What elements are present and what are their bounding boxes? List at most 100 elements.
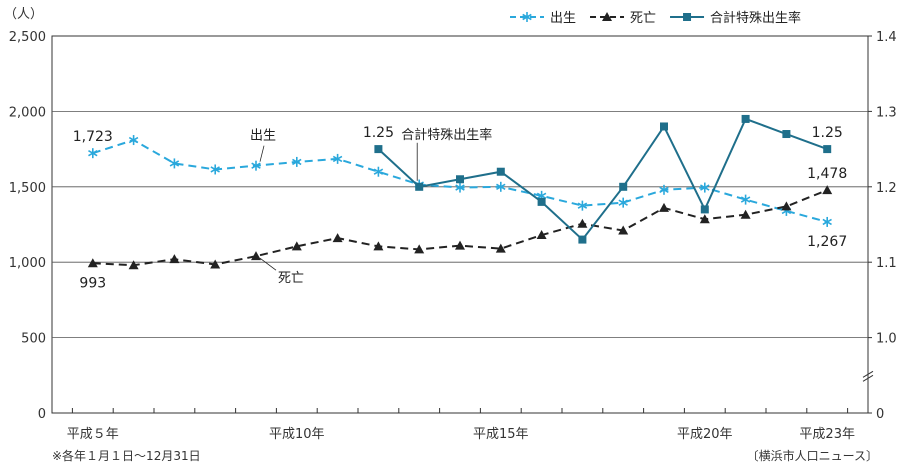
axis-break-mark bbox=[862, 374, 874, 382]
marker-triangle bbox=[536, 230, 547, 240]
x-axis: 平成５年 平成10年 平成15年 平成20年 平成23年 bbox=[67, 408, 855, 442]
legend-item: 出生 bbox=[510, 11, 576, 26]
x-tick-label: 平成10年 bbox=[269, 427, 325, 442]
marker-triangle bbox=[455, 240, 465, 250]
annotation-label: 出生 bbox=[250, 129, 276, 144]
marker-asterisk bbox=[618, 197, 628, 208]
x-tick-label: 平成15年 bbox=[473, 427, 529, 442]
marker-triangle bbox=[740, 209, 751, 219]
marker-square bbox=[660, 122, 668, 131]
marker-square bbox=[374, 145, 383, 154]
marker-square bbox=[782, 130, 791, 139]
y-right-tick-label: 1.0 bbox=[876, 332, 897, 347]
annotation-leader bbox=[259, 257, 277, 271]
legend-label: 合計特殊出生率 bbox=[710, 10, 801, 26]
y-right-tick-label: 0 bbox=[876, 407, 884, 422]
legend-label: 死亡 bbox=[630, 11, 656, 26]
y-right-tick-label: 1.2 bbox=[876, 181, 897, 196]
series-triangle bbox=[87, 185, 833, 270]
x-tick-label: 平成23年 bbox=[799, 427, 855, 442]
marker-square bbox=[578, 235, 587, 244]
marker-asterisk bbox=[700, 182, 710, 193]
y-axis-right: 0 1.0 1.1 1.2 1.3 1.4 bbox=[862, 30, 897, 422]
marker-stroke bbox=[169, 160, 180, 167]
marker-asterisk bbox=[332, 153, 343, 164]
marker-triangle bbox=[602, 12, 613, 21]
marker-stroke bbox=[332, 155, 343, 163]
marker-stroke bbox=[373, 168, 384, 175]
marker-triangle bbox=[169, 254, 180, 264]
marker-triangle bbox=[210, 259, 221, 269]
x-tick-label: 平成20年 bbox=[677, 427, 733, 442]
marker-square bbox=[741, 114, 750, 123]
marker-stroke bbox=[822, 218, 832, 226]
marker-asterisk bbox=[577, 200, 588, 211]
marker-asterisk bbox=[373, 166, 384, 177]
marker-square bbox=[496, 167, 505, 176]
marker-triangle bbox=[781, 201, 792, 211]
y-left-tick-label: 0 bbox=[38, 407, 46, 422]
marker-triangle bbox=[373, 241, 384, 251]
series-asterisk bbox=[88, 135, 832, 227]
data-label: 1,267 bbox=[807, 234, 847, 250]
marker-asterisk bbox=[496, 181, 506, 192]
y-left-tick-label: 2,500 bbox=[9, 30, 46, 45]
marker-asterisk bbox=[659, 184, 669, 195]
annotation-leader bbox=[259, 145, 265, 162]
marker-stroke bbox=[128, 136, 139, 144]
marker-stroke bbox=[522, 13, 532, 21]
legend: 出生 死亡 合計特殊出生率 bbox=[510, 10, 801, 26]
y-unit-label: （人） bbox=[4, 7, 43, 22]
marker-stroke bbox=[536, 192, 547, 200]
marker-triangle bbox=[577, 218, 588, 228]
y-axis-left: 0 500 1,000 1,500 2,000 2,500 bbox=[9, 30, 46, 422]
legend-label: 出生 bbox=[550, 11, 576, 26]
plot-frame bbox=[51, 35, 869, 414]
series-line bbox=[377, 117, 828, 242]
marker-stroke bbox=[659, 186, 669, 194]
data-label: 1.25 bbox=[363, 125, 394, 141]
marker-asterisk bbox=[522, 12, 532, 22]
marker-asterisk bbox=[88, 148, 98, 159]
series-line bbox=[92, 189, 828, 267]
axis-break-mark bbox=[862, 370, 874, 378]
annotation-label: 死亡 bbox=[278, 271, 304, 286]
marker-stroke bbox=[251, 162, 261, 169]
marker-triangle bbox=[618, 225, 629, 235]
marker-triangle bbox=[251, 251, 261, 261]
marker-stroke bbox=[618, 199, 628, 206]
marker-asterisk bbox=[251, 160, 261, 171]
marker-asterisk bbox=[455, 182, 465, 193]
series-square bbox=[374, 114, 832, 244]
legend-item: 死亡 bbox=[590, 11, 656, 26]
data-label: 1.25 bbox=[812, 125, 843, 141]
marker-asterisk bbox=[822, 216, 832, 227]
marker-square bbox=[700, 205, 709, 214]
marker-triangle bbox=[291, 241, 302, 251]
marker-stroke bbox=[292, 158, 302, 166]
y-right-tick-label: 1.1 bbox=[876, 256, 897, 271]
marker-triangle bbox=[495, 243, 506, 253]
grid bbox=[51, 35, 869, 414]
marker-asterisk bbox=[210, 164, 220, 175]
marker-square bbox=[683, 13, 692, 21]
footnote: ※各年１月１日～12月31日 bbox=[52, 448, 201, 463]
y-left-tick-label: 500 bbox=[21, 332, 46, 347]
series-layer bbox=[87, 114, 833, 270]
data-label: 1,478 bbox=[807, 166, 847, 182]
data-label: 993 bbox=[79, 275, 106, 291]
marker-asterisk bbox=[740, 194, 751, 205]
marker-stroke bbox=[455, 184, 465, 191]
source-note: 〔横浜市人口ニュース〕 bbox=[747, 448, 878, 463]
marker-square bbox=[823, 145, 832, 154]
marker-stroke bbox=[577, 202, 588, 209]
y-left-tick-label: 1,500 bbox=[9, 181, 46, 196]
marker-square bbox=[619, 182, 628, 191]
annotation-label: 合計特殊出生率 bbox=[401, 127, 492, 143]
marker-triangle bbox=[87, 258, 98, 268]
data-label: 1,723 bbox=[73, 129, 113, 145]
marker-stroke bbox=[210, 166, 220, 173]
marker-square bbox=[537, 197, 546, 206]
x-tick-label: 平成５年 bbox=[67, 427, 119, 442]
